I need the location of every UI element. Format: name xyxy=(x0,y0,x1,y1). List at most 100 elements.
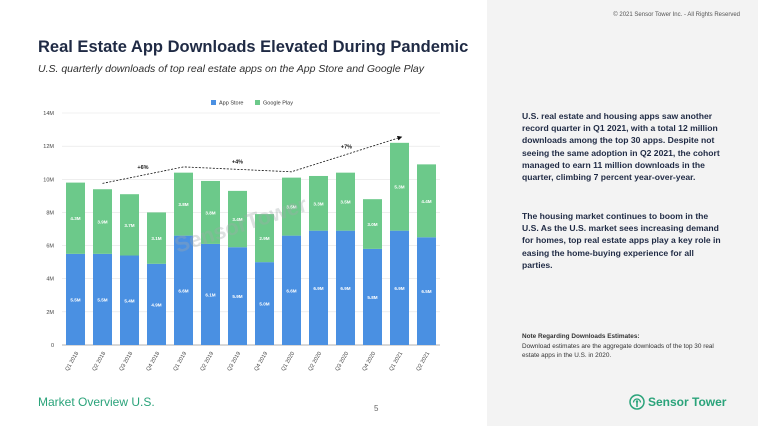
bar-google-play xyxy=(390,142,409,231)
bar-google-play xyxy=(309,175,328,231)
bar-google-play xyxy=(93,189,112,254)
bar-google-play xyxy=(174,172,193,236)
data-label-google-play: 3.5M xyxy=(340,200,350,205)
growth-annotation: +7% xyxy=(341,144,352,150)
bar-google-play xyxy=(147,212,166,264)
data-label-google-play: 2.9M xyxy=(259,236,269,241)
x-tick-label: Q2 2019 xyxy=(199,351,215,372)
bar-app-store xyxy=(201,243,220,345)
y-tick-label: 6M xyxy=(46,244,54,250)
x-tick-label: Q3 2019 xyxy=(226,351,242,372)
data-label-app-store: 6.9M xyxy=(340,286,350,291)
bar-app-store xyxy=(417,237,436,345)
bar-app-store xyxy=(390,230,409,345)
bar-app-store xyxy=(336,230,355,345)
bar-google-play xyxy=(120,194,139,256)
trend-arrow xyxy=(102,135,403,184)
data-label-google-play: 3.7M xyxy=(124,223,134,228)
bar-app-store xyxy=(174,235,193,345)
data-label-google-play: 4.4M xyxy=(421,199,431,204)
data-label-app-store: 6.5M xyxy=(421,289,431,294)
data-label-google-play: 3.3M xyxy=(313,201,323,206)
data-label-app-store: 5.9M xyxy=(232,294,242,299)
copyright: © 2021 Sensor Tower Inc. - All Rights Re… xyxy=(613,12,740,18)
chart: 0 2M 4M 6M 8M 10M 12M 14M 5.5M 4.3M Q1 2018 5.5M 3.9… xyxy=(43,100,440,372)
data-label-google-play: 3.8M xyxy=(178,202,188,207)
data-label-app-store: 6.6M xyxy=(286,288,296,293)
data-label-google-play: 4.3M xyxy=(70,216,80,221)
x-tick-label: Q1 2018 xyxy=(64,351,80,372)
data-label-app-store: 5.4M xyxy=(124,298,134,303)
note-title: Note Regarding Downloads Estimates: xyxy=(522,333,640,340)
data-label-google-play: 3.4M xyxy=(232,217,242,222)
data-label-google-play: 3.1M xyxy=(151,236,161,241)
bar-google-play xyxy=(201,180,220,244)
sensor-tower-logo-icon xyxy=(629,394,645,410)
data-label-google-play: 3.8M xyxy=(205,210,215,215)
chart-subtitle: U.S. quarterly downloads of top real est… xyxy=(38,63,425,75)
data-label-google-play: 3.0M xyxy=(367,222,377,227)
x-tick-label: Q1 2021 xyxy=(388,351,404,372)
bar-google-play xyxy=(282,177,301,236)
bar-google-play xyxy=(66,182,85,254)
bar-app-store xyxy=(255,262,274,345)
data-label-app-store: 6.9M xyxy=(394,286,404,291)
data-label-google-play: 3.9M xyxy=(97,220,107,225)
legend-label-google-play: Google Play xyxy=(263,101,293,107)
y-tick-label: 14M xyxy=(43,111,54,117)
x-tick-label: Q1 2019 xyxy=(172,351,188,372)
bar-app-store xyxy=(66,253,85,345)
x-tick-label: Q2 2021 xyxy=(415,351,431,372)
data-label-app-store: 6.6M xyxy=(178,288,188,293)
data-label-app-store: 6.9M xyxy=(313,286,323,291)
bar-google-play xyxy=(363,199,382,249)
bar-google-play xyxy=(417,164,436,238)
x-tick-label: Q2 2018 xyxy=(91,351,107,372)
bar-app-store xyxy=(228,247,247,345)
x-tick-label: Q1 2020 xyxy=(280,351,296,372)
chart-title: Real Estate App Downloads Elevated Durin… xyxy=(38,38,469,56)
bar-app-store xyxy=(309,230,328,345)
data-label-app-store: 5.0M xyxy=(259,302,269,307)
summary-paragraph-2: The housing market continues to boom in … xyxy=(522,211,721,270)
x-tick-label: Q3 2020 xyxy=(334,351,350,372)
x-tick-label: Q4 2020 xyxy=(361,351,377,372)
data-label-app-store: 5.5M xyxy=(70,297,80,302)
y-tick-label: 12M xyxy=(43,144,54,150)
data-label-app-store: 4.9M xyxy=(151,302,161,307)
data-label-app-store: 5.8M xyxy=(367,295,377,300)
y-tick-label: 8M xyxy=(46,210,54,216)
note-text: Download estimates are the aggregate dow… xyxy=(522,343,714,359)
page-number: 5 xyxy=(374,404,379,413)
y-tick-label: 0 xyxy=(51,343,54,349)
x-tick-label: Q4 2019 xyxy=(253,351,269,372)
bar-google-play xyxy=(255,214,274,263)
logo-text: Sensor Tower xyxy=(648,395,727,409)
bar-google-play xyxy=(228,190,247,248)
y-tick-label: 4M xyxy=(46,277,54,283)
summary-paragraph-1: U.S. real estate and housing apps saw an… xyxy=(522,111,720,183)
bar-app-store xyxy=(93,253,112,345)
data-label-google-play: 3.5M xyxy=(286,205,296,210)
bar-app-store xyxy=(147,263,166,345)
bar-google-play xyxy=(336,172,355,231)
y-tick-label: 2M xyxy=(46,310,54,316)
footer-section-title: Market Overview U.S. xyxy=(38,395,155,409)
x-tick-label: Q2 2020 xyxy=(307,351,323,372)
growth-annotation: +6% xyxy=(137,165,148,171)
legend-swatch-app-store xyxy=(211,100,216,105)
bar-app-store xyxy=(363,248,382,345)
legend-label-app-store: App Store xyxy=(219,101,243,107)
legend-swatch-google-play xyxy=(255,100,260,105)
growth-annotation: +4% xyxy=(232,159,243,165)
x-tick-label: Q3 2018 xyxy=(118,351,134,372)
sensor-tower-logo: Sensor Tower xyxy=(629,393,726,411)
data-label-app-store: 6.1M xyxy=(205,292,215,297)
data-label-app-store: 5.5M xyxy=(97,297,107,302)
bar-app-store xyxy=(282,235,301,345)
data-label-google-play: 5.3M xyxy=(394,185,404,190)
x-tick-label: Q4 2018 xyxy=(145,351,161,372)
bar-app-store xyxy=(120,255,139,345)
right-panel xyxy=(487,0,758,426)
y-tick-label: 10M xyxy=(43,177,54,183)
